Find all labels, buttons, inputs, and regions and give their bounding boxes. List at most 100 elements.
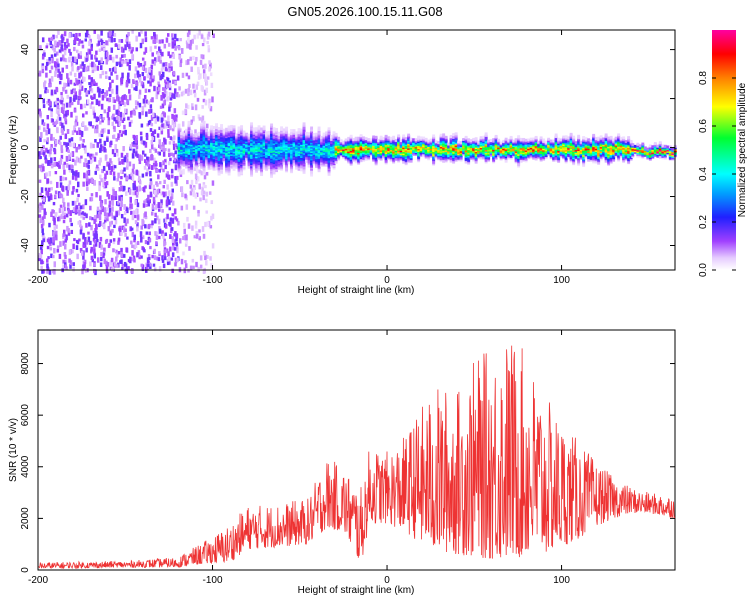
heat-cell [204, 63, 207, 69]
heat-cell [59, 135, 62, 140]
heat-cell [64, 254, 67, 260]
heat-cell [185, 60, 188, 66]
heat-cell [53, 216, 56, 223]
heat-cell [98, 241, 102, 248]
heat-cell [68, 48, 71, 53]
heat-cell [69, 210, 72, 217]
heat-cell [372, 135, 376, 139]
heat-cell [192, 55, 195, 61]
heat-cell [158, 181, 162, 185]
heat-cell [77, 66, 80, 71]
heat-cell [339, 139, 343, 143]
heat-cell [113, 261, 117, 267]
heat-cell [102, 165, 106, 171]
heat-cell [168, 256, 171, 262]
heat-cell [129, 112, 133, 118]
heat-cell [39, 192, 42, 198]
heat-cell [138, 89, 142, 95]
heat-cell [131, 30, 134, 34]
heat-cell [202, 194, 205, 201]
heat-cell [203, 37, 206, 43]
heat-cell [153, 255, 157, 260]
heat-cell [191, 106, 194, 110]
heat-cell [130, 268, 134, 274]
heat-cell [47, 256, 50, 260]
heat-cell [100, 147, 104, 152]
heat-cell [54, 100, 58, 105]
heat-cell [101, 128, 104, 133]
heat-cell [41, 67, 45, 74]
heat-cell [73, 238, 76, 242]
heat-cell [207, 45, 210, 49]
heat-cell [116, 177, 119, 182]
heat-cell [165, 37, 169, 43]
heat-cell [109, 230, 113, 236]
heat-cell [201, 64, 205, 69]
heat-cell [58, 71, 61, 78]
heat-cell [51, 44, 55, 51]
heat-cell [73, 38, 77, 44]
heat-cell [80, 155, 83, 159]
heat-cell [140, 155, 144, 161]
heat-cell [189, 89, 193, 96]
heat-cell [113, 117, 116, 122]
heat-cell [137, 63, 141, 68]
heat-cell [114, 219, 118, 225]
heat-cell [74, 207, 78, 213]
heat-cell [161, 123, 164, 128]
heat-cell [44, 187, 48, 192]
heat-cell [112, 195, 115, 201]
heat-cell [203, 250, 206, 256]
heat-cell [45, 65, 48, 71]
heat-cell [105, 260, 108, 267]
heat-cell [140, 237, 143, 243]
heat-cell [149, 182, 152, 186]
heat-cell [157, 257, 161, 262]
heat-cell [62, 264, 65, 270]
heat-cell [41, 37, 45, 43]
heat-cell [167, 115, 170, 121]
heat-cell [48, 239, 51, 245]
heat-cell [113, 176, 116, 181]
heat-cell [39, 202, 42, 206]
heat-cell [172, 123, 176, 129]
heat-cell [72, 186, 75, 190]
heat-cell [174, 257, 178, 264]
heat-cell [176, 247, 179, 254]
heat-cell [138, 102, 142, 108]
heat-cell [86, 65, 90, 72]
heat-cell [80, 40, 84, 44]
heat-cell [147, 254, 151, 259]
heat-cell [163, 240, 166, 247]
heat-cell [101, 94, 105, 101]
heat-cell [54, 62, 57, 67]
heat-cell [90, 95, 93, 99]
heat-cell [134, 242, 138, 249]
heat-cell [84, 87, 87, 93]
heat-cell [38, 151, 41, 157]
heat-cell [163, 179, 166, 184]
heat-cell [126, 218, 129, 224]
heat-cell [344, 138, 348, 142]
heat-cell [179, 63, 182, 68]
heat-cell [108, 38, 111, 42]
heat-cell [82, 244, 85, 248]
heat-cell [93, 156, 97, 162]
heat-cell [126, 62, 130, 67]
heat-cell [81, 76, 85, 82]
heat-cell [163, 238, 166, 243]
heat-cell [138, 255, 141, 260]
heat-cell [487, 139, 491, 143]
heat-cell [106, 161, 109, 167]
heat-cell [79, 83, 83, 87]
heat-cell [122, 117, 126, 121]
heat-cell [174, 33, 177, 40]
heat-cell [40, 259, 44, 265]
heat-cell [59, 57, 63, 62]
heat-cell [41, 232, 45, 237]
heat-cell [93, 244, 96, 249]
heat-cell [46, 245, 50, 250]
heat-cell [77, 100, 80, 105]
heat-cell [128, 43, 131, 49]
heat-cell [167, 133, 170, 138]
